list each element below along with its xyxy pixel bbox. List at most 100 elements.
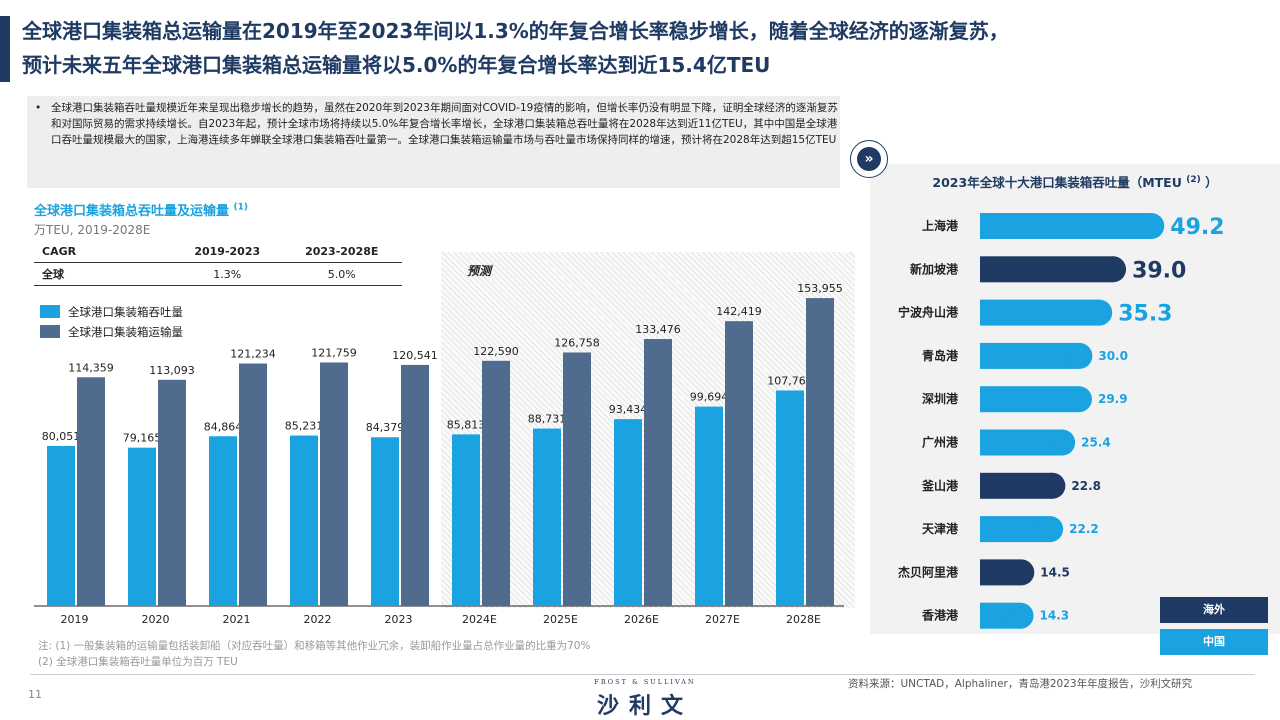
cagr-table-row: 全球 1.3% 5.0% <box>34 262 402 286</box>
bar <box>563 352 591 606</box>
legend-label: 全球港口集装箱吞吐量 <box>68 305 183 319</box>
x-tick-label: 2023 <box>385 613 413 626</box>
bar <box>320 362 348 606</box>
frost-sullivan-logo: 沙利文 <box>596 694 693 719</box>
bar-value-label: 84,379 <box>366 421 405 434</box>
x-tick-label: 2022 <box>304 613 332 626</box>
double-chevron-right-icon: » <box>857 147 881 171</box>
bar-value-label: 79,165 <box>123 432 162 445</box>
x-tick-label: 2020 <box>142 613 170 626</box>
legend-label: 全球港口集装箱运输量 <box>68 325 183 339</box>
port-bar-cap <box>1037 516 1064 543</box>
summary-text: 全球港口集装箱吞吐量规模近年来呈现出稳步增长的趋势，虽然在2020年到2023年… <box>51 102 838 146</box>
left-chart-unit: 万TEU, 2019-2028E <box>34 223 151 237</box>
port-name-label: 宁波舟山港 <box>898 305 959 320</box>
x-tick-label: 2028E <box>786 613 821 626</box>
legend-overseas: 海外 <box>1160 597 1268 623</box>
right-chart-title-note: (2) <box>1186 174 1201 185</box>
port-bar-cap <box>1100 256 1127 283</box>
port-bar-cap <box>1049 429 1076 456</box>
port-value-label: 30.0 <box>1098 349 1128 363</box>
bar <box>614 419 642 606</box>
legend-item-transport: 全球港口集装箱运输量 <box>40 324 183 340</box>
port-name-label: 上海港 <box>922 218 959 233</box>
port-bar-cap <box>1066 342 1093 369</box>
port-value-label: 49.2 <box>1170 215 1224 240</box>
port-bar <box>980 213 1152 239</box>
bar <box>371 437 399 606</box>
port-value-label: 29.9 <box>1098 392 1128 406</box>
port-bar <box>980 342 1080 369</box>
bar-value-label: 121,759 <box>311 346 357 359</box>
title-accent-bar <box>0 16 10 82</box>
port-value-label: 14.5 <box>1040 565 1070 579</box>
bar <box>158 379 186 606</box>
port-name-label: 青岛港 <box>922 348 959 363</box>
right-chart-title-close: ） <box>1205 175 1218 190</box>
port-bar <box>980 429 1063 456</box>
x-tick-label: 2027E <box>705 613 740 626</box>
bar <box>806 298 834 606</box>
bar-value-label: 153,955 <box>797 282 843 295</box>
bar-value-label: 88,731 <box>528 413 567 426</box>
bar <box>239 363 267 606</box>
x-tick-label: 2026E <box>624 613 659 626</box>
bar-value-label: 80,051 <box>42 430 81 443</box>
logo-subtitle: FROST & SULLIVAN <box>594 678 696 686</box>
bar <box>482 360 510 606</box>
port-bar <box>980 386 1079 413</box>
bar-value-label: 114,359 <box>68 361 114 374</box>
bar <box>401 364 429 606</box>
bar-value-label: 99,694 <box>690 391 729 404</box>
bar <box>776 390 804 606</box>
port-name-label: 釜山港 <box>921 478 959 493</box>
bar <box>644 339 672 606</box>
bar-value-label: 142,419 <box>716 305 762 318</box>
bar-value-label: 85,231 <box>285 420 324 433</box>
arrow-badge: » <box>850 140 888 178</box>
page-number: 11 <box>28 688 42 701</box>
port-bar <box>980 299 1100 326</box>
legend-china: 中国 <box>1160 629 1268 655</box>
bar <box>452 434 480 606</box>
port-value-label: 22.8 <box>1071 479 1101 493</box>
source-note: 资料来源：UNCTAD，Alphaliner，青岛港2023年年度报告，沙利文研… <box>848 678 1193 690</box>
bar <box>725 321 753 606</box>
port-name-label: 香港港 <box>921 608 959 623</box>
bar <box>128 447 156 606</box>
bar-value-label: 85,813 <box>447 418 486 431</box>
forecast-label: 预测 <box>467 264 492 278</box>
x-tick-label: 2025E <box>543 613 578 626</box>
left-chart-title: 全球港口集装箱总吞吐量及运输量 (1) <box>34 200 248 219</box>
cagr-header-cell: 2023-2028E <box>281 241 402 263</box>
port-bar-cap <box>1065 386 1092 413</box>
cagr-header-cell: CAGR <box>34 241 173 263</box>
cagr-table: CAGR 2019-2023 2023-2028E 全球 1.3% 5.0% <box>34 241 402 286</box>
right-chart-title-text: 2023年全球十大港口集装箱吞吐量（MTEU <box>932 175 1182 190</box>
port-bar-cap <box>1008 559 1035 586</box>
bar <box>209 436 237 606</box>
bar-value-label: 84,864 <box>204 420 243 433</box>
port-bar <box>980 256 1114 283</box>
bar-value-label: 122,590 <box>473 345 519 358</box>
bar <box>290 435 318 606</box>
left-chart-title-text: 全球港口集装箱总吞吐量及运输量 <box>34 204 230 219</box>
legend-swatch <box>40 325 60 338</box>
cagr-table-header-row: CAGR 2019-2023 2023-2028E <box>34 241 402 263</box>
x-tick-label: 2021 <box>223 613 251 626</box>
port-value-label: 35.3 <box>1118 302 1172 327</box>
bar <box>47 445 75 606</box>
port-value-label: 14.3 <box>1040 609 1070 623</box>
port-value-label: 25.4 <box>1081 436 1111 450</box>
port-name-label: 广州港 <box>922 435 959 450</box>
port-name-label: 深圳港 <box>922 391 959 406</box>
port-bar-cap <box>1138 213 1165 239</box>
bar-value-label: 133,476 <box>635 323 681 336</box>
page-title: 全球港口集装箱总运输量在2019年至2023年间以1.3%的年复合增长率稳步增长… <box>22 14 1272 82</box>
port-value-label: 22.2 <box>1069 522 1099 536</box>
port-value-label: 39.0 <box>1132 258 1186 283</box>
footnotes: 注: (1) 一般集装箱的运输量包括装卸船（对应吞吐量）和移箱等其他作业冗余，装… <box>38 638 590 670</box>
bar-value-label: 113,093 <box>149 364 195 377</box>
page-title-line-2: 预计未来五年全球港口集装箱总运输量将以5.0%的年复合增长率达到近15.4亿TE… <box>22 53 771 77</box>
